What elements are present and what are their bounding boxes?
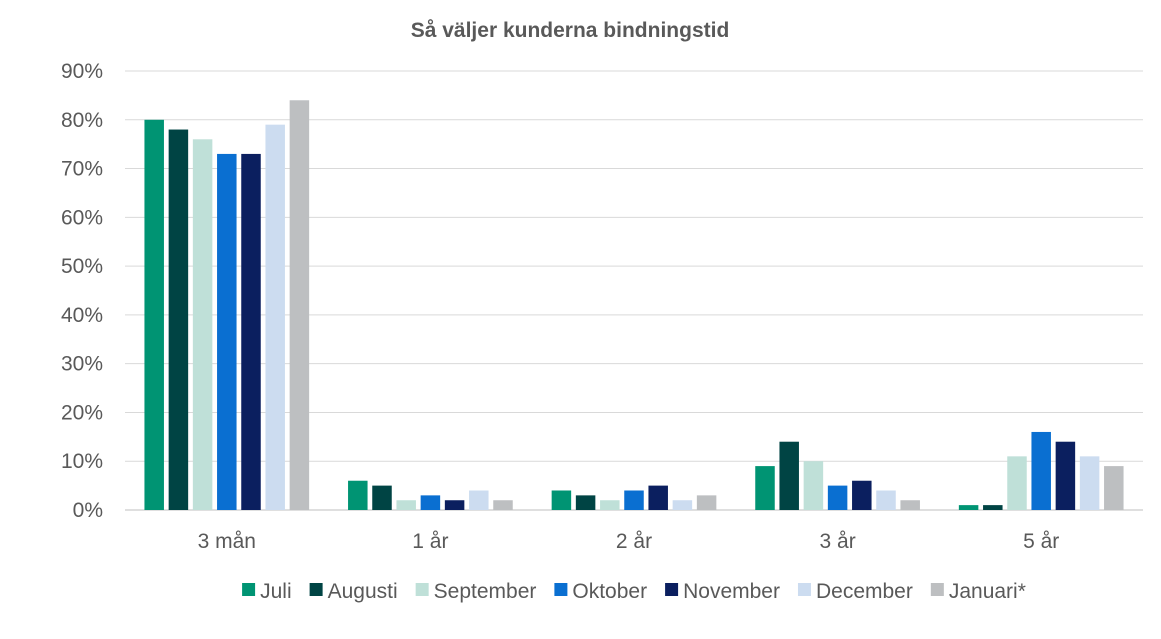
y-tick-label: 40% bbox=[61, 304, 103, 327]
legend-label: November bbox=[683, 580, 780, 603]
legend-swatch bbox=[554, 583, 568, 596]
bar bbox=[420, 495, 441, 510]
legend: Juli Augusti September Oktober November Decem… bbox=[242, 580, 1026, 603]
bar bbox=[827, 485, 848, 510]
y-tick-label: 0% bbox=[73, 499, 103, 522]
bar bbox=[876, 490, 896, 510]
legend-label: September bbox=[434, 580, 537, 603]
bar bbox=[192, 139, 213, 511]
y-tick-label: 20% bbox=[61, 401, 103, 424]
legend-label: Oktober bbox=[572, 580, 647, 603]
bar bbox=[624, 490, 644, 510]
bar bbox=[551, 490, 572, 510]
legend-item: December bbox=[797, 580, 913, 603]
legend-swatch bbox=[930, 583, 944, 596]
legend-item: Juli bbox=[242, 580, 292, 603]
y-tick-label: 10% bbox=[61, 450, 103, 473]
bar bbox=[672, 500, 693, 510]
legend-item: Augusti bbox=[309, 580, 398, 603]
bar bbox=[493, 500, 513, 510]
y-tick-label: 30% bbox=[61, 353, 103, 376]
bar bbox=[958, 505, 979, 510]
y-tick-label: 70% bbox=[61, 158, 103, 181]
bar bbox=[144, 119, 164, 511]
bar bbox=[265, 124, 285, 511]
bar bbox=[648, 485, 668, 510]
bar bbox=[983, 505, 1003, 510]
legend-label: December bbox=[816, 580, 913, 603]
x-axis-ticks: 3 mån 1 år 2 år 3 år 5 år bbox=[198, 530, 1060, 553]
x-tick-label: 3 år bbox=[820, 530, 856, 553]
legend-swatch bbox=[309, 583, 323, 596]
chart-title: Så väljer kunderna bindningstid bbox=[411, 19, 730, 42]
legend-swatch bbox=[415, 583, 429, 596]
legend-swatch bbox=[665, 583, 679, 596]
bar bbox=[348, 480, 368, 510]
x-tick-label: 2 år bbox=[616, 530, 652, 553]
bars bbox=[144, 100, 1124, 511]
y-tick-label: 80% bbox=[61, 109, 103, 132]
legend-item: Januari* bbox=[930, 580, 1026, 603]
y-tick-label: 50% bbox=[61, 255, 103, 278]
legend-item: September bbox=[415, 580, 537, 603]
bar bbox=[372, 485, 392, 510]
bar bbox=[241, 153, 261, 510]
y-tick-label: 90% bbox=[61, 60, 103, 83]
legend-label: Augusti bbox=[328, 580, 398, 603]
legend-swatch bbox=[797, 583, 811, 596]
bar bbox=[1031, 431, 1051, 510]
x-tick-label: 1 år bbox=[412, 530, 448, 553]
bar bbox=[779, 441, 799, 510]
bar bbox=[444, 500, 465, 510]
legend-item: Oktober bbox=[554, 580, 647, 603]
bar bbox=[803, 461, 824, 510]
bar bbox=[217, 153, 237, 510]
y-tick-label: 60% bbox=[61, 206, 103, 229]
bar bbox=[289, 100, 310, 511]
bar bbox=[600, 500, 620, 510]
x-tick-label: 3 mån bbox=[198, 530, 256, 553]
legend-label: Juli bbox=[260, 580, 292, 603]
bar bbox=[755, 466, 775, 510]
bar bbox=[168, 129, 189, 511]
bar bbox=[1104, 466, 1124, 510]
bar bbox=[396, 500, 416, 510]
bar bbox=[575, 495, 596, 510]
bar bbox=[696, 495, 717, 510]
bar bbox=[900, 500, 920, 510]
bar bbox=[1055, 441, 1076, 510]
y-axis-ticks: 0% 10% 20% 30% 40% 50% 60% 70% 80% 90% bbox=[61, 60, 103, 522]
legend-label: Januari* bbox=[949, 580, 1026, 603]
bar bbox=[1007, 456, 1027, 510]
bar bbox=[1079, 456, 1100, 510]
bar bbox=[852, 480, 872, 510]
x-tick-label: 5 år bbox=[1023, 530, 1059, 553]
legend-item: November bbox=[665, 580, 780, 603]
legend-swatch bbox=[242, 583, 256, 596]
bar bbox=[469, 490, 489, 510]
